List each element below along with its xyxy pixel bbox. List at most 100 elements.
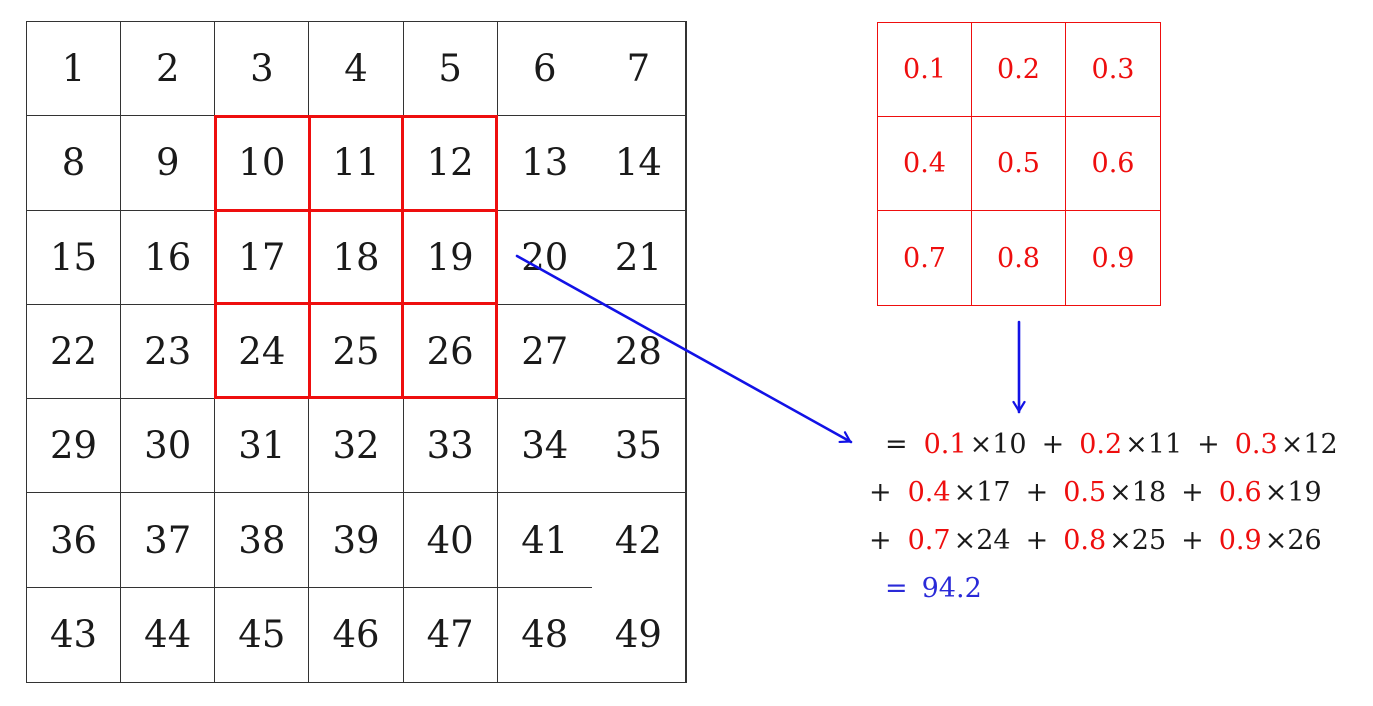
equation-plus: + — [1181, 524, 1204, 556]
equation-times: × — [953, 524, 977, 556]
input-grid-cell: 34 — [497, 399, 592, 494]
input-grid-cell: 2 — [121, 22, 216, 117]
input-grid-cell: 41 — [497, 493, 592, 588]
equation-weight: 0.6 — [1218, 476, 1262, 508]
equation-times: × — [1264, 524, 1288, 556]
kernel-cell: 0.2 — [972, 23, 1066, 117]
input-grid-cell: 18 — [309, 210, 404, 305]
input-grid: 1 2 3 4 5 6 7 8 9 10 11 12 13 14 15 16 17 18 19 20 21 22 23 24 2… — [26, 21, 687, 683]
input-grid-cell: 6 — [497, 22, 592, 117]
input-grid-cell: 44 — [121, 587, 216, 682]
equation-weight: 0.7 — [907, 524, 951, 556]
input-grid-cell: 9 — [121, 116, 216, 211]
equation-weight: 0.9 — [1218, 524, 1262, 556]
equation-plus: + — [1025, 524, 1049, 556]
equation-term-lines: = 0.1 × 10 +0.2 × 11 +0.3 × 12 +0.4 × 17 +0.5 × 18 +0.6 ×… — [869, 420, 1338, 564]
equation-times: × — [1125, 428, 1148, 460]
kernel-cell: 0.5 — [972, 117, 1066, 211]
equation-times: × — [953, 476, 977, 508]
input-grid-cell: 45 — [215, 587, 310, 682]
input-grid-cell: 11 — [309, 116, 404, 211]
input-grid-cell: 10 — [215, 116, 310, 211]
equation-times: × — [1109, 524, 1132, 556]
input-grid-cell: 47 — [404, 587, 498, 682]
equation-result-equals: = — [885, 572, 908, 604]
kernel-cell: 0.7 — [878, 211, 972, 305]
input-grid-cell: 32 — [309, 399, 404, 494]
equation-operand: 11 — [1147, 428, 1183, 460]
equation-result-value: 94.2 — [921, 572, 982, 604]
input-grid-cell: 33 — [403, 399, 498, 494]
input-grid-cell: 1 — [27, 22, 122, 117]
input-grid-cell: 25 — [309, 304, 404, 400]
input-grid-cell: 28 — [591, 304, 686, 400]
equation-plus: + — [1025, 476, 1049, 508]
equation-operand: 17 — [976, 476, 1011, 508]
equation-line: = 0.1 × 10 +0.2 × 11 +0.3 × 12 — [869, 420, 1338, 468]
equation-weight: 0.4 — [907, 476, 951, 508]
kernel-grid: 0.1 0.2 0.3 0.4 0.5 0.6 0.7 0.8 0.9 — [877, 22, 1161, 306]
equation-plus: + — [1197, 428, 1220, 460]
equation-operand: 25 — [1131, 524, 1167, 556]
input-grid-cell: 37 — [121, 493, 216, 588]
equation-times: × — [1280, 428, 1304, 460]
equation-line: +0.4 × 17 +0.5 × 18 +0.6 × 19 — [869, 468, 1338, 516]
equation-weight: 0.8 — [1063, 524, 1107, 556]
input-grid-cell: 46 — [309, 587, 404, 682]
kernel-cell: 0.9 — [1091, 242, 1135, 274]
equation-operand: 18 — [1131, 476, 1167, 508]
input-grid-cell: 23 — [121, 304, 216, 400]
input-grid-cell: 36 — [27, 493, 122, 588]
input-grid-cell: 29 — [27, 399, 122, 494]
equation-plus: + — [1041, 428, 1065, 460]
input-grid-cell: 27 — [497, 305, 592, 400]
input-grid-cell: 49 — [592, 587, 686, 682]
kernel-cell: 0.1 — [878, 23, 972, 117]
equation-times: × — [1109, 476, 1132, 508]
input-grid-cell: 38 — [215, 493, 310, 588]
input-grid-cell: 5 — [403, 22, 498, 117]
input-grid-cell: 39 — [309, 493, 404, 588]
equation-times: × — [969, 428, 993, 460]
input-grid-cell: 12 — [403, 116, 498, 211]
input-grid-cell: 26 — [403, 304, 498, 400]
equation-plus: + — [1181, 476, 1204, 508]
kernel-cell: 0.3 — [1066, 23, 1160, 117]
equation-weight: 0.5 — [1063, 476, 1107, 508]
equation-line-prefix: = — [885, 428, 908, 460]
input-grid-cell: 16 — [121, 210, 216, 305]
input-grid-cell: 20 — [497, 211, 592, 305]
input-grid-cell: 35 — [591, 399, 686, 494]
equation: = 0.1 × 10 +0.2 × 11 +0.3 × 12 +0.4 × 17 +0.5 × 18 +0.6 ×… — [869, 420, 1338, 612]
equation-line: +0.7 × 24 +0.8 × 25 +0.9 × 26 — [869, 516, 1338, 564]
equation-result-line: = 94.2 — [869, 564, 1338, 612]
equation-operand: 12 — [1303, 428, 1338, 460]
equation-operand: 26 — [1287, 524, 1322, 556]
equation-operand: 24 — [976, 524, 1011, 556]
input-grid-cell: 13 — [497, 116, 592, 211]
input-grid-cell: 14 — [591, 116, 686, 211]
input-grid-cell: 24 — [215, 304, 310, 400]
input-grid-cell: 31 — [215, 399, 310, 494]
equation-line-prefix: + — [869, 524, 892, 556]
input-grid-cell: 40 — [403, 493, 498, 588]
input-grid-cell: 43 — [27, 587, 122, 682]
input-grid-cell: 30 — [121, 399, 216, 494]
input-grid-cell: 42 — [592, 493, 686, 588]
kernel-cell: 0.6 — [1066, 117, 1160, 211]
kernel-cell: 0.8 — [972, 211, 1066, 305]
kernel-cell: 0.4 — [878, 117, 972, 211]
input-grid-cell: 7 — [591, 22, 686, 117]
equation-weight: 0.1 — [923, 428, 967, 460]
equation-operand: 19 — [1287, 476, 1322, 508]
input-grid-cell: 15 — [27, 210, 122, 305]
equation-line-prefix: + — [869, 476, 892, 508]
input-grid-cell: 22 — [27, 304, 122, 400]
input-grid-cell: 19 — [403, 210, 498, 305]
equation-weight: 0.3 — [1234, 428, 1278, 460]
equation-times: × — [1264, 476, 1288, 508]
input-grid-cell: 21 — [591, 210, 686, 305]
input-grid-cell: 17 — [215, 210, 310, 305]
input-grid-cell: 8 — [27, 116, 122, 211]
